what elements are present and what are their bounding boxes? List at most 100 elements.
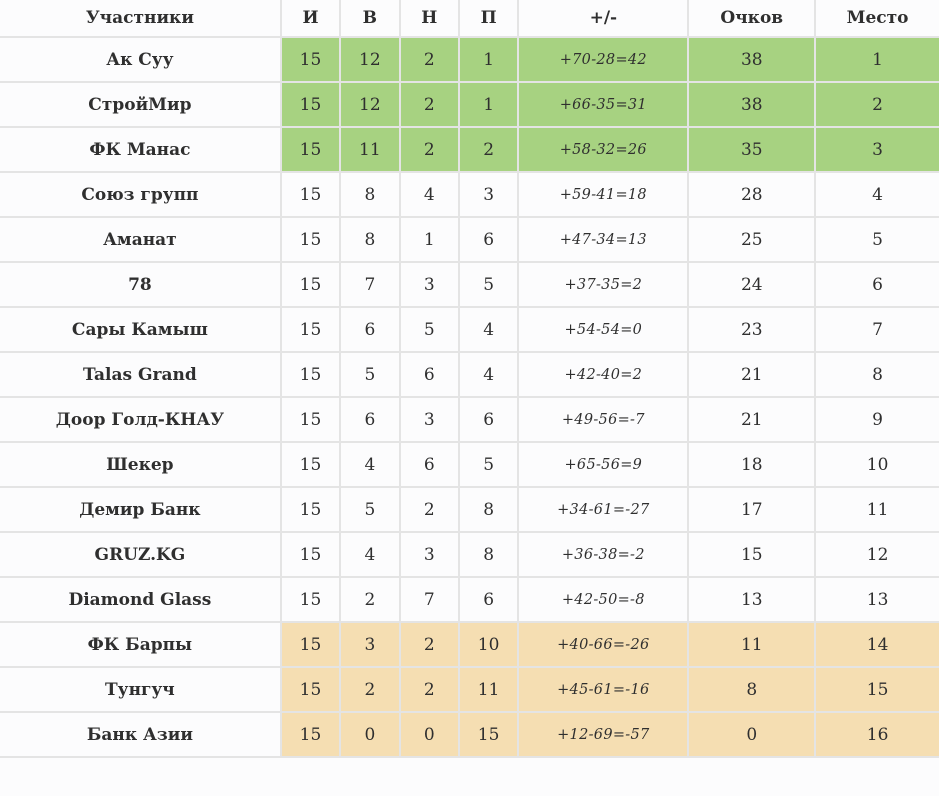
table-row: Diamond Glass 15 2 7 6 +42-50=-8 13 13: [0, 578, 939, 623]
table-row: Ак Суу 15 12 2 1 +70-28=42 38 1: [0, 38, 939, 83]
cell-losses: 6: [459, 578, 520, 623]
cell-points: 0: [689, 713, 817, 758]
cell-place: 10: [816, 443, 939, 488]
cell-draws: 2: [400, 623, 460, 668]
cell-team: Доор Голд-КНАУ: [0, 398, 282, 443]
cell-losses: 4: [459, 308, 520, 353]
cell-losses: 1: [459, 38, 520, 83]
cell-losses: 1: [459, 83, 520, 128]
cell-team: Банк Азии: [0, 713, 282, 758]
cell-team: Сары Камыш: [0, 308, 282, 353]
cell-played: 15: [281, 398, 342, 443]
cell-losses: 8: [459, 488, 520, 533]
cell-draws: 3: [400, 398, 460, 443]
cell-played: 15: [281, 353, 342, 398]
cell-points: 28: [689, 173, 817, 218]
cell-draws: 0: [400, 713, 460, 758]
table-row: 78 15 7 3 5 +37-35=2 24 6: [0, 263, 939, 308]
table-row: GRUZ.KG 15 4 3 8 +36-38=-2 15 12: [0, 533, 939, 578]
cell-wins: 6: [341, 398, 401, 443]
cell-points: 38: [689, 38, 817, 83]
cell-wins: 0: [341, 713, 401, 758]
cell-team: Talas Grand: [0, 353, 282, 398]
column-header-played: И: [281, 0, 342, 38]
cell-points: 17: [689, 488, 817, 533]
cell-points: 25: [689, 218, 817, 263]
column-header-place: Место: [816, 0, 939, 38]
cell-draws: 2: [400, 668, 460, 713]
cell-played: 15: [281, 218, 342, 263]
table-row: ФК Барпы 15 3 2 10 +40-66=-26 11 14: [0, 623, 939, 668]
cell-place: 15: [816, 668, 939, 713]
cell-place: 6: [816, 263, 939, 308]
table-row: Talas Grand 15 5 6 4 +42-40=2 21 8: [0, 353, 939, 398]
cell-diff: +34-61=-27: [519, 488, 690, 533]
cell-place: 2: [816, 83, 939, 128]
table-header: Участники И В Н П +/- Очков Место: [0, 0, 939, 38]
cell-place: 5: [816, 218, 939, 263]
cell-draws: 1: [400, 218, 460, 263]
cell-diff: +42-50=-8: [519, 578, 690, 623]
cell-diff: +12-69=-57: [519, 713, 690, 758]
cell-diff: +65-56=9: [519, 443, 690, 488]
table-row: СтройМир 15 12 2 1 +66-35=31 38 2: [0, 83, 939, 128]
cell-place: 9: [816, 398, 939, 443]
cell-losses: 8: [459, 533, 520, 578]
table-row: Банк Азии 15 0 0 15 +12-69=-57 0 16: [0, 713, 939, 758]
cell-place: 16: [816, 713, 939, 758]
cell-team: Ак Суу: [0, 38, 282, 83]
cell-points: 35: [689, 128, 817, 173]
cell-diff: +54-54=0: [519, 308, 690, 353]
cell-wins: 2: [341, 668, 401, 713]
cell-wins: 12: [341, 38, 401, 83]
cell-draws: 5: [400, 308, 460, 353]
cell-draws: 2: [400, 38, 460, 83]
cell-draws: 3: [400, 263, 460, 308]
cell-played: 15: [281, 173, 342, 218]
cell-losses: 5: [459, 443, 520, 488]
column-header-wins: В: [341, 0, 401, 38]
cell-team: Аманат: [0, 218, 282, 263]
cell-team: Союз групп: [0, 173, 282, 218]
cell-place: 14: [816, 623, 939, 668]
cell-team: Diamond Glass: [0, 578, 282, 623]
cell-team: ФК Барпы: [0, 623, 282, 668]
cell-team: ФК Манас: [0, 128, 282, 173]
cell-wins: 8: [341, 173, 401, 218]
cell-losses: 5: [459, 263, 520, 308]
cell-points: 18: [689, 443, 817, 488]
cell-played: 15: [281, 443, 342, 488]
column-header-points: Очков: [689, 0, 817, 38]
cell-draws: 2: [400, 488, 460, 533]
cell-played: 15: [281, 713, 342, 758]
table-row: Демир Банк 15 5 2 8 +34-61=-27 17 11: [0, 488, 939, 533]
cell-wins: 2: [341, 578, 401, 623]
cell-draws: 6: [400, 443, 460, 488]
cell-place: 1: [816, 38, 939, 83]
cell-played: 15: [281, 308, 342, 353]
cell-losses: 6: [459, 398, 520, 443]
column-header-draws: Н: [400, 0, 460, 38]
cell-losses: 10: [459, 623, 520, 668]
table-row: Аманат 15 8 1 6 +47-34=13 25 5: [0, 218, 939, 263]
cell-played: 15: [281, 668, 342, 713]
cell-points: 11: [689, 623, 817, 668]
cell-team: Тунгуч: [0, 668, 282, 713]
cell-points: 15: [689, 533, 817, 578]
cell-diff: +49-56=-7: [519, 398, 690, 443]
cell-wins: 12: [341, 83, 401, 128]
cell-team: 78: [0, 263, 282, 308]
cell-draws: 4: [400, 173, 460, 218]
cell-diff: +45-61=-16: [519, 668, 690, 713]
cell-diff: +40-66=-26: [519, 623, 690, 668]
cell-diff: +59-41=18: [519, 173, 690, 218]
cell-diff: +47-34=13: [519, 218, 690, 263]
cell-losses: 3: [459, 173, 520, 218]
cell-played: 15: [281, 578, 342, 623]
cell-wins: 3: [341, 623, 401, 668]
cell-wins: 4: [341, 533, 401, 578]
cell-diff: +66-35=31: [519, 83, 690, 128]
cell-team: Шекер: [0, 443, 282, 488]
cell-losses: 15: [459, 713, 520, 758]
cell-place: 13: [816, 578, 939, 623]
